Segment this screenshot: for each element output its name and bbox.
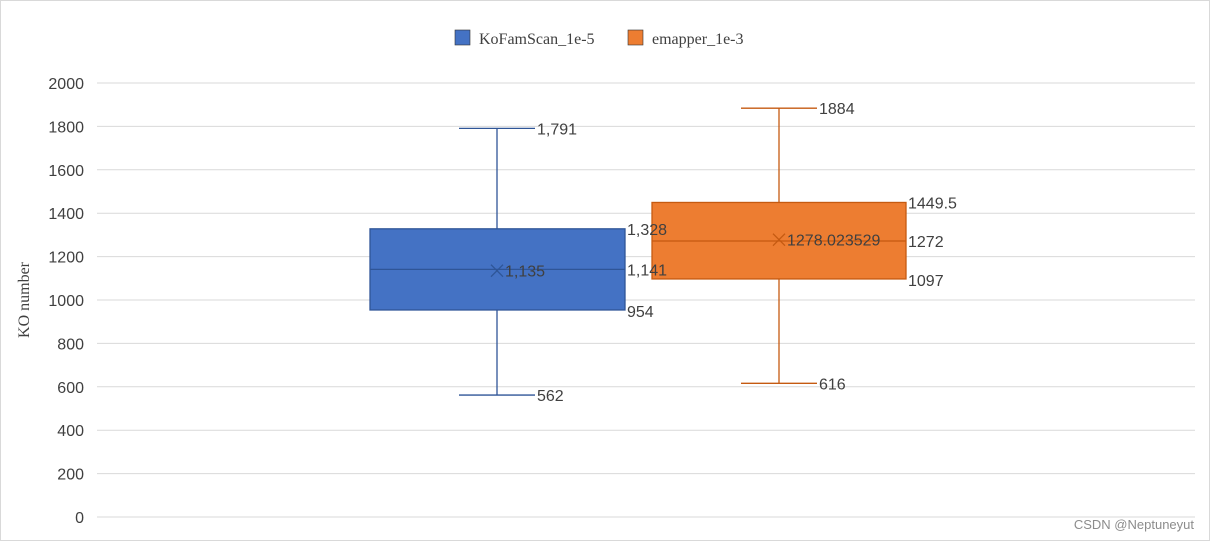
mean-marker-b-0 (490, 264, 504, 278)
y-axis-title: KO number (16, 261, 33, 338)
mean-marker-b-1 (772, 233, 786, 247)
y-tick-label-1400: 1400 (48, 206, 84, 223)
y-axis-ticks: 0 200 400 600 800 1000 1200 1400 1600 1800 2000 (48, 76, 84, 527)
y-tick-label-1000: 1000 (48, 293, 84, 310)
y-tick-label-200: 200 (57, 467, 84, 484)
label-q3-0: 1,328 (627, 222, 667, 239)
legend-swatch-1 (627, 29, 644, 46)
label-max-1: 1884 (819, 101, 855, 118)
y-tick-label-1200: 1200 (48, 250, 84, 267)
legend-label-0: KoFamScan_1e-5 (479, 31, 595, 48)
label-max-0: 1,791 (537, 121, 577, 138)
label-median-1: 1272 (908, 234, 944, 251)
label-mean-1: 1278.023529 (787, 233, 881, 250)
y-tick-label-1800: 1800 (48, 119, 84, 136)
y-tick-label-600: 600 (57, 380, 84, 397)
label-q1-0: 954 (627, 304, 654, 321)
legend: KoFamScan_1e-5 emapper_1e-3 (454, 29, 744, 48)
legend-label-1: emapper_1e-3 (652, 31, 744, 48)
y-tick-label-400: 400 (57, 423, 84, 440)
legend-swatch-0 (454, 29, 471, 46)
y-tick-label-2000: 2000 (48, 76, 84, 93)
data-labels: 1,791 562 1,328 1,141 954 1,135 1884 616 1449.5 1… (505, 101, 957, 405)
y-tick-label-0: 0 (75, 510, 84, 527)
boxes (369, 107, 907, 396)
y-tick-label-1600: 1600 (48, 163, 84, 180)
gridlines (97, 82, 1195, 518)
label-min-1: 616 (819, 376, 846, 393)
label-min-0: 562 (537, 388, 564, 405)
y-tick-label-800: 800 (57, 336, 84, 353)
label-q3-1: 1449.5 (908, 195, 957, 212)
label-mean-0: 1,135 (505, 264, 545, 281)
label-q1-1: 1097 (908, 273, 944, 290)
watermark-text: CSDN @Neptuneyut (1074, 517, 1195, 532)
label-median-0: 1,141 (627, 262, 667, 279)
